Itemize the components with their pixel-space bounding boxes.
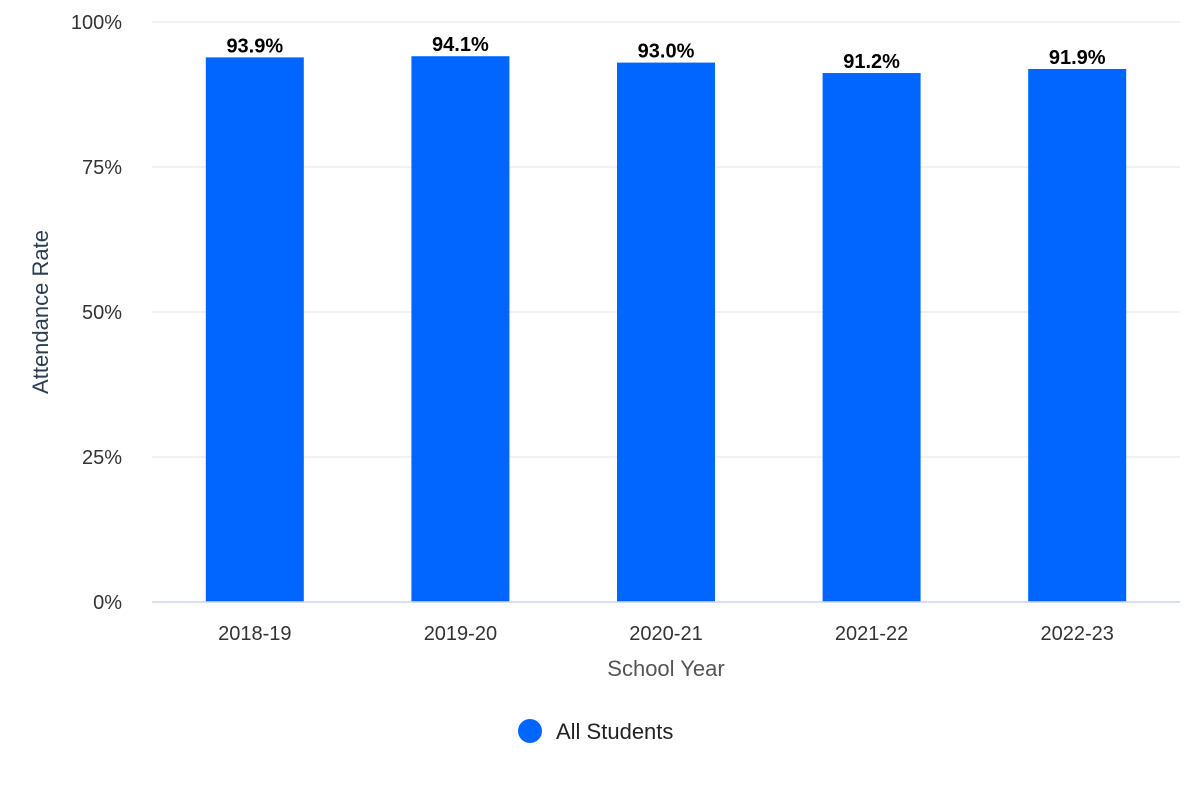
- bar-2021-22[interactable]: [822, 73, 921, 603]
- data-labels: 93.9% 94.1% 93.0% 91.2% 91.9%: [226, 34, 1105, 73]
- data-label-2018-19: 93.9%: [226, 35, 283, 57]
- bar-2019-20[interactable]: [411, 56, 510, 603]
- y-axis-title: Attendance Rate: [28, 230, 53, 394]
- x-tick-label-2020-21: 2020-21: [629, 623, 702, 645]
- legend[interactable]: All Students: [518, 719, 673, 744]
- data-label-2021-22: 91.2%: [843, 51, 900, 73]
- x-tick-label-2021-22: 2021-22: [835, 623, 908, 645]
- y-tick-label: 50%: [82, 302, 122, 324]
- data-label-2019-20: 94.1%: [432, 34, 489, 56]
- legend-label-all-students: All Students: [556, 719, 673, 744]
- x-tick-label-2022-23: 2022-23: [1040, 623, 1113, 645]
- bars: [205, 56, 1127, 603]
- data-label-2020-21: 93.0%: [638, 41, 695, 63]
- x-tick-label-2019-20: 2019-20: [424, 623, 497, 645]
- bar-2020-21[interactable]: [617, 62, 715, 603]
- y-tick-label: 75%: [82, 157, 122, 179]
- y-axis-ticks: 0% 25% 50% 75% 100%: [71, 12, 122, 614]
- data-label-2022-23: 91.9%: [1049, 47, 1106, 69]
- y-tick-label: 25%: [82, 447, 122, 469]
- x-tick-label-2018-19: 2018-19: [218, 623, 291, 645]
- y-tick-label: 0%: [93, 592, 122, 614]
- legend-marker-all-students: [518, 719, 542, 743]
- bar-2022-23[interactable]: [1028, 68, 1127, 603]
- bar-2018-19[interactable]: [205, 57, 304, 602]
- y-tick-label: 100%: [71, 12, 122, 34]
- x-axis-ticks: 2018-19 2019-20 2020-21 2021-22 2022-23: [218, 623, 1114, 645]
- x-axis-title: School Year: [607, 656, 724, 681]
